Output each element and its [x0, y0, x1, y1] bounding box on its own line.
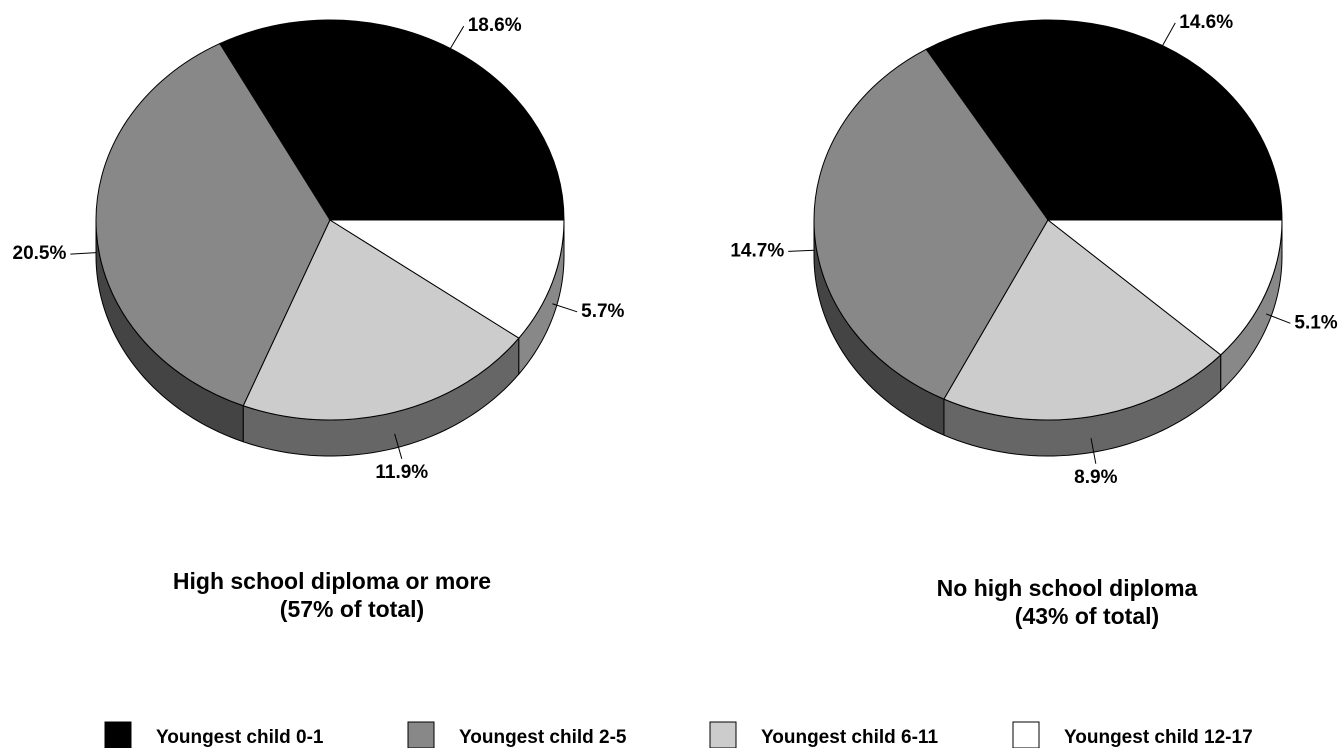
legend-swatch	[104, 721, 132, 749]
legend-swatch	[1012, 721, 1040, 749]
legend-swatch	[407, 721, 435, 749]
slice	[813, 48, 1049, 400]
legend-label: Youngest child 0-1	[156, 727, 324, 748]
chart-title: No high school diploma	[937, 575, 1198, 601]
leader-line	[788, 249, 815, 252]
leader-line	[70, 252, 97, 255]
leader-line	[449, 25, 465, 49]
data-label: 14.6%	[1179, 12, 1233, 33]
legend-label: Youngest child 2-5	[459, 727, 627, 748]
data-label: 5.7%	[581, 301, 624, 322]
leader-line	[1090, 438, 1097, 464]
data-label: 18.6%	[468, 15, 522, 36]
chart-subtitle: (43% of total)	[1015, 603, 1159, 629]
slice	[242, 219, 520, 421]
data-label: 11.9%	[375, 462, 428, 483]
data-label: 14.7%	[730, 240, 784, 261]
slice	[943, 219, 1222, 421]
slice	[1046, 219, 1283, 356]
data-label: 8.9%	[1074, 467, 1117, 488]
legend-label: Youngest child 12-17	[1064, 727, 1253, 748]
slice	[328, 219, 565, 339]
legend-label: Youngest child 6-11	[761, 727, 938, 748]
slice	[95, 42, 331, 407]
data-label: 5.1%	[1294, 312, 1337, 333]
chart-title: High school diploma or more	[173, 568, 491, 594]
data-label: 20.5%	[13, 243, 67, 264]
chart-subtitle: (57% of total)	[280, 596, 424, 622]
leader-line	[552, 303, 578, 313]
legend-swatch	[709, 721, 737, 749]
leader-line	[394, 433, 403, 459]
leader-line	[1162, 22, 1176, 46]
leader-line	[1265, 313, 1291, 324]
slice	[925, 19, 1283, 221]
